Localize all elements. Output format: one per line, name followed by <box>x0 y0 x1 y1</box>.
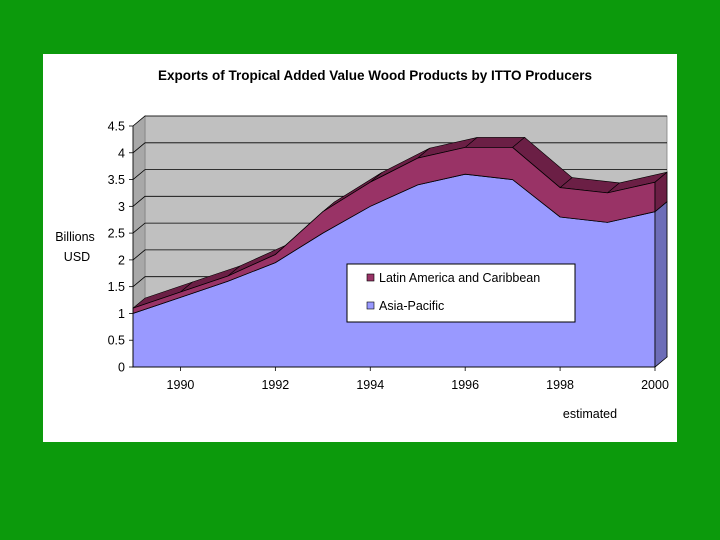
y-tick-label: 1.5 <box>108 280 125 294</box>
legend-swatch-latam <box>366 273 375 282</box>
y-tick-label: 3 <box>118 200 125 214</box>
y-tick-label: 0 <box>118 361 125 375</box>
x-axis-ticks: 1990 1992 1994 1996 1998 2000 <box>133 366 669 392</box>
chart-panel: Exports of Tropical Added Value Wood Pro… <box>43 54 677 442</box>
y-tick-label: 4.5 <box>108 120 125 134</box>
legend-label-latam: Latin America and Caribbean <box>379 271 540 285</box>
legend-box <box>346 263 576 323</box>
x-tick-label: 1992 <box>261 378 289 392</box>
annotation-estimated: estimated <box>563 407 617 421</box>
y-axis-ticks: 0 0.5 1 1.5 2 2.5 3 3.5 4 4.5 <box>108 120 134 375</box>
y-tick-label: 2.5 <box>108 227 125 241</box>
x-tick-label: 1996 <box>451 378 479 392</box>
y-tick-label: 1 <box>118 307 125 321</box>
y-tick-label: 0.5 <box>108 334 125 348</box>
asia-side-face <box>654 200 668 368</box>
y-axis-label-line1: Billions <box>55 230 95 244</box>
x-tick-label: 1994 <box>356 378 384 392</box>
x-tick-label: 1990 <box>167 378 195 392</box>
y-tick-label: 3.5 <box>108 173 125 187</box>
latam-side-face <box>654 171 668 213</box>
legend-swatch-asia <box>366 301 375 310</box>
chart-title: Exports of Tropical Added Value Wood Pro… <box>158 68 592 83</box>
x-tick-label: 2000 <box>641 378 669 392</box>
chart: Exports of Tropical Added Value Wood Pro… <box>55 68 669 421</box>
y-axis-label-line2: USD <box>64 250 90 264</box>
y-tick-label: 2 <box>118 253 125 267</box>
x-tick-label: 1998 <box>546 378 574 392</box>
legend: Latin America and Caribbean Asia-Pacific <box>346 263 576 323</box>
y-tick-label: 4 <box>118 146 125 160</box>
legend-label-asia: Asia-Pacific <box>379 299 444 313</box>
gridline <box>132 115 667 127</box>
